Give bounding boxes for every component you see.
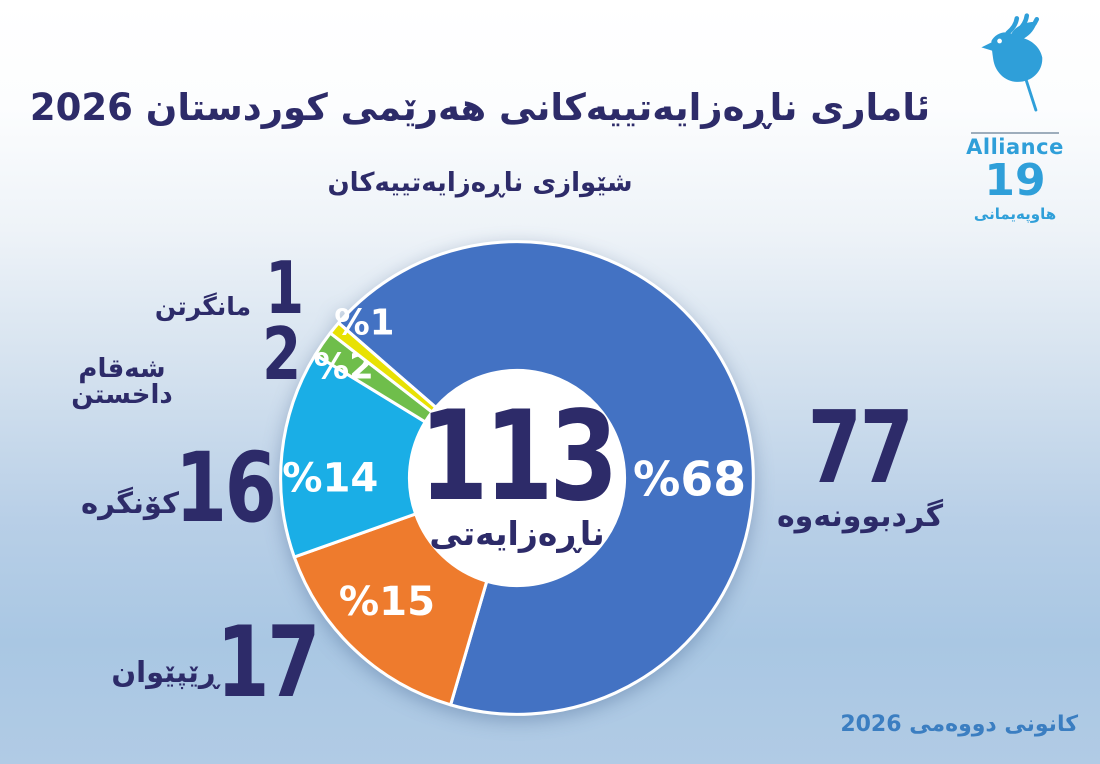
pie-slice-pct-label: %68 (633, 452, 746, 507)
total-count: 113 (419, 384, 618, 529)
annotation-marches-label: ڕێپێوان (111, 655, 219, 689)
total-label: ناڕەزایەتی (429, 514, 605, 554)
pie-slice-2 (292, 512, 489, 707)
page-title: ئاماری ناڕەزایەتییەکانی هەرێمی کوردستان … (29, 86, 931, 129)
annotation-conferences-label: کۆنگرە (81, 486, 179, 520)
pie-slice-pct-label: %14 (282, 455, 378, 501)
annotation-gatherings-label: گردبوونەوە (776, 499, 944, 534)
org-name-ku: هاوپەیمانی (973, 205, 1057, 224)
donut-svg: %68%15%14%2%1 (279, 240, 755, 716)
donut-hole (407, 368, 627, 588)
org-number: 19 (984, 155, 1046, 207)
date-label: کانونی دووەمی 2026 (840, 712, 1078, 737)
annotation-road-closure-value: 2 (262, 312, 302, 396)
annotation-conferences-value: 16 (175, 432, 277, 544)
pie-slice-1 (337, 240, 755, 716)
org-name-en: Alliance (966, 135, 1064, 159)
annotation-marches-value: 17 (216, 606, 320, 720)
donut-chart: %68 %15 %14 %2 %1 (257, 218, 777, 738)
annotation-strike-label: مانگرتن (154, 292, 252, 321)
pie-slice-pct-label: %15 (339, 579, 435, 625)
annotation-gatherings-value: 77 (808, 389, 914, 506)
annotation-road-closure-label: شەقام داخستن (71, 354, 173, 410)
pie-slice-pct-label: %1 (334, 303, 394, 344)
org-logo: Alliance 19 هاوپەیمانی (935, 12, 1095, 223)
annotation-strike-value: 1 (265, 246, 305, 330)
pie-slice-3 (279, 353, 427, 559)
pie-slice-5 (328, 321, 438, 414)
chart-title: شێوازی ناڕەزایەتییەکان (327, 168, 633, 198)
donut-center: 113 ناڕەزایەتی (411, 372, 623, 584)
logo-divider (971, 132, 1059, 134)
dove-icon (981, 13, 1043, 112)
